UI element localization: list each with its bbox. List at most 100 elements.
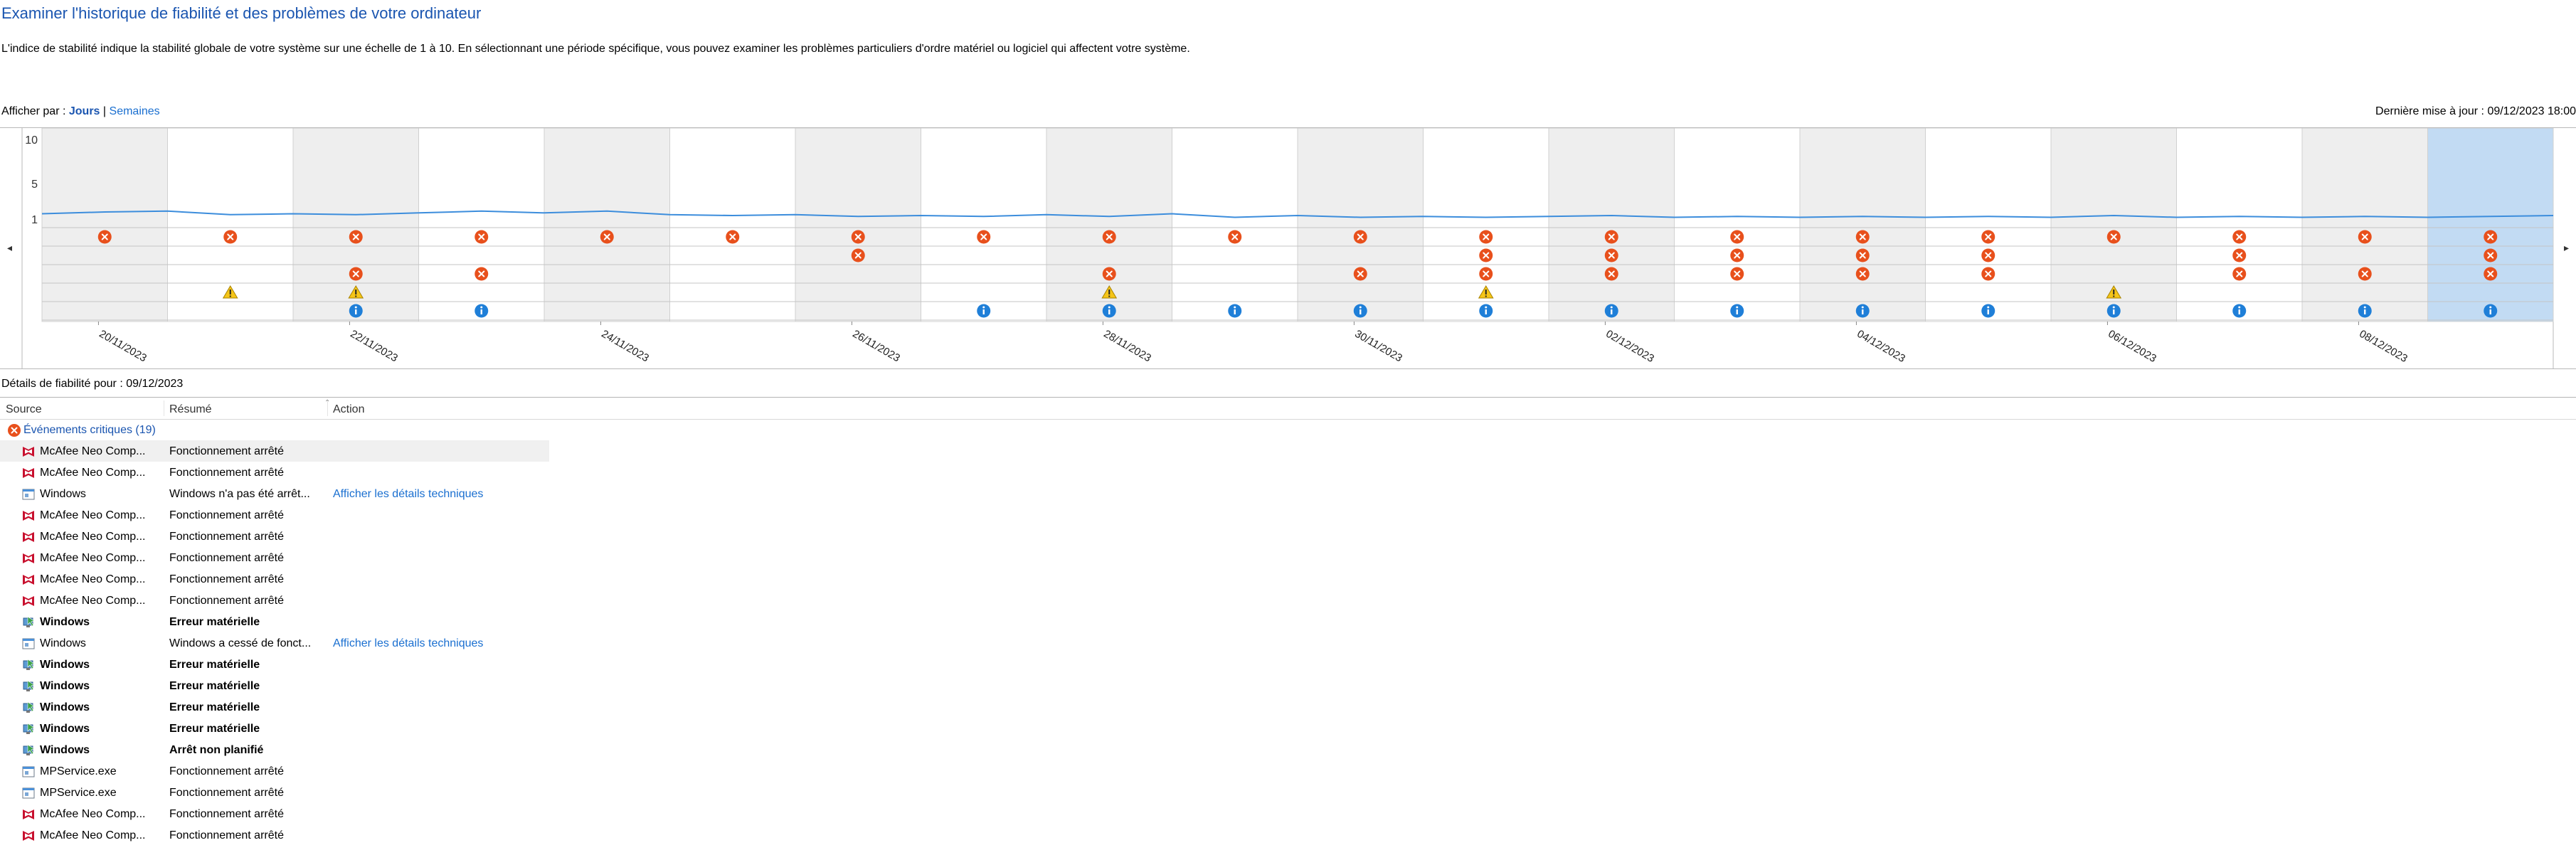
warning-icon-bar — [229, 290, 231, 294]
error-icon-cross — [1231, 233, 1239, 240]
warning-icon-bar — [1485, 290, 1487, 294]
category-critical-events[interactable]: Événements critiques (19) — [7, 421, 156, 440]
information-icon-bar — [2364, 309, 2366, 314]
information-icon-dot — [1987, 306, 1990, 309]
information-icon-dot — [1485, 306, 1488, 309]
row-source: Windows — [40, 616, 90, 628]
error-icon-cross — [1985, 270, 1992, 277]
day-column — [795, 128, 921, 322]
error-icon-cross — [2487, 252, 2494, 259]
table-row[interactable]: McAfee Neo Comp... Fonctionnement arrêté — [0, 568, 549, 590]
day-column — [921, 128, 1047, 322]
table-row[interactable]: Windows Erreur matérielle — [0, 696, 549, 718]
row-summary: Fonctionnement arrêté — [169, 595, 284, 607]
warning-icon-bar — [2113, 290, 2115, 294]
row-source: Windows — [40, 659, 90, 671]
date-label: 08/12/2023 — [2357, 328, 2410, 365]
row-summary: Erreur matérielle — [169, 680, 260, 692]
information-icon-dot — [2363, 306, 2366, 309]
table-row[interactable]: McAfee Neo Comp... Fonctionnement arrêté — [0, 803, 549, 824]
row-summary: Fonctionnement arrêté — [169, 552, 284, 564]
information-icon-dot — [1359, 306, 1362, 309]
information-icon-dot — [1234, 306, 1236, 309]
error-icon-cross — [478, 270, 485, 277]
row-source: McAfee Neo Comp... — [40, 445, 146, 457]
table-row[interactable]: Windows Erreur matérielle — [0, 611, 549, 632]
mcafee-icon — [21, 829, 36, 843]
table-row[interactable]: McAfee Neo Comp... Fonctionnement arrêté — [0, 504, 549, 526]
information-icon-bar — [1611, 309, 1613, 314]
date-label: 26/11/2023 — [850, 328, 902, 365]
reliability-chart[interactable]: 10 5 1 20/11/2023 22/11/2023 24/11/2023 26/11/… — [0, 127, 2576, 369]
error-icon-cross — [1734, 233, 1741, 240]
row-summary: Fonctionnement arrêté — [169, 445, 284, 457]
table-row[interactable]: McAfee Neo Comp... Fonctionnement arrêté — [0, 462, 549, 483]
error-icon-cross — [2110, 233, 2117, 240]
information-icon-dot — [354, 306, 357, 309]
details-title: Détails de fiabilité pour : 09/12/2023 — [1, 378, 184, 390]
error-icon-cross — [1734, 270, 1741, 277]
view-by-label: Afficher par : — [1, 105, 66, 117]
table-row[interactable]: Windows Windows n'a pas été arrêt... Affic… — [0, 483, 549, 504]
view-days-link[interactable]: Jours — [68, 105, 100, 117]
table-row[interactable]: Windows Erreur matérielle — [0, 654, 549, 675]
day-column — [2301, 128, 2428, 322]
view-weeks-link[interactable]: Semaines — [109, 105, 160, 117]
column-separator[interactable] — [327, 400, 328, 416]
warning-icon-dot — [355, 295, 357, 297]
row-summary: Windows a cessé de fonct... — [169, 637, 312, 649]
day-column — [544, 128, 670, 322]
row-summary: Fonctionnement arrêté — [169, 829, 284, 841]
date-label: 04/12/2023 — [1855, 328, 1907, 365]
information-icon-bar — [2489, 309, 2491, 314]
error-icon-cross — [1106, 270, 1113, 277]
error-icon-cross — [1608, 233, 1615, 240]
column-header-action[interactable]: Action — [333, 403, 365, 415]
scroll-left-arrow[interactable]: ◂ — [7, 242, 13, 253]
error-icon-cross — [1483, 233, 1490, 240]
day-column — [1925, 128, 2052, 322]
date-label: 28/11/2023 — [1101, 328, 1153, 365]
error-icon-cross — [2361, 233, 2368, 240]
column-header-source[interactable]: Source — [6, 403, 42, 415]
view-separator: | — [102, 105, 107, 117]
app-window-icon — [21, 786, 36, 800]
row-summary: Fonctionnement arrêté — [169, 765, 284, 777]
last-update-text: Dernière mise à jour : 09/12/2023 18:00 — [2375, 105, 2576, 117]
table-row[interactable]: Windows Windows a cessé de fonct... Affich… — [0, 632, 549, 654]
column-header-summary[interactable]: Résumé — [169, 403, 212, 415]
error-icon-cross — [980, 233, 987, 240]
table-row[interactable]: Windows Erreur matérielle — [0, 718, 549, 739]
row-source: McAfee Neo Comp... — [40, 573, 146, 585]
table-row[interactable]: Windows Erreur matérielle — [0, 675, 549, 696]
reliability-chart-svg: 10 5 1 20/11/2023 22/11/2023 24/11/2023 26/11/… — [21, 128, 2554, 368]
error-icon-cross — [1357, 270, 1364, 277]
scroll-right-arrow[interactable]: ▸ — [2563, 242, 2569, 253]
table-row[interactable]: MPService.exe Fonctionnement arrêté — [0, 760, 549, 782]
category-label: Événements critiques (19) — [23, 424, 156, 436]
error-icon-cross — [2236, 252, 2243, 259]
row-summary: Fonctionnement arrêté — [169, 787, 284, 799]
row-source: MPService.exe — [40, 787, 117, 799]
table-row[interactable]: MPService.exe Fonctionnement arrêté — [0, 782, 549, 803]
day-column — [1297, 128, 1424, 322]
view-technical-details-link[interactable]: Afficher les détails techniques — [333, 637, 484, 649]
table-row[interactable]: Windows Arrêt non planifié — [0, 739, 549, 760]
row-source: Windows — [40, 637, 86, 649]
table-row[interactable]: McAfee Neo Comp... Fonctionnement arrêté — [0, 590, 549, 611]
row-source: McAfee Neo Comp... — [40, 552, 146, 564]
information-icon-bar — [2238, 309, 2240, 314]
page-description: L'indice de stabilité indique la stabili… — [1, 43, 1190, 55]
table-row[interactable]: McAfee Neo Comp... Fonctionnement arrêté — [0, 824, 549, 846]
windows-hardware-icon — [21, 679, 36, 694]
warning-icon-dot — [229, 295, 231, 297]
error-icon-cross — [603, 233, 610, 240]
information-icon-bar — [480, 309, 482, 314]
row-summary: Erreur matérielle — [169, 616, 260, 628]
windows-hardware-icon — [21, 701, 36, 715]
table-row[interactable]: McAfee Neo Comp... Fonctionnement arrêté — [0, 547, 549, 568]
table-row[interactable]: McAfee Neo Comp... Fonctionnement arrêté — [0, 526, 549, 547]
table-row[interactable]: McAfee Neo Comp... Fonctionnement arrêté — [0, 440, 549, 462]
view-technical-details-link[interactable]: Afficher les détails techniques — [333, 488, 484, 500]
y-tick-label: 5 — [31, 179, 38, 191]
